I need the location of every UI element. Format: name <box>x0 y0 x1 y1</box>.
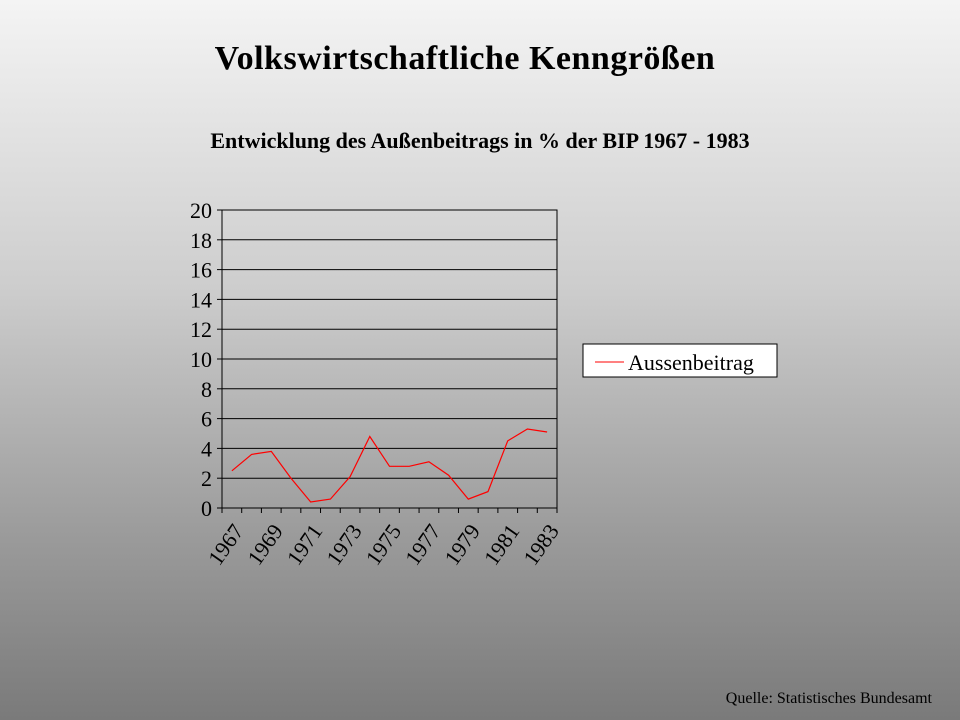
y-tick-label: 4 <box>201 436 212 461</box>
y-tick-label: 18 <box>190 228 212 253</box>
gridlines <box>222 209 557 509</box>
y-tick-label: 14 <box>190 287 212 312</box>
y-tick-label: 16 <box>190 258 212 283</box>
x-tick-label: 1979 <box>439 519 485 569</box>
y-tick-label: 8 <box>201 377 212 402</box>
x-tick-label: 1981 <box>479 519 525 569</box>
y-tick-label: 2 <box>201 466 212 491</box>
y-tick-label: 20 <box>190 198 212 223</box>
series-line-aussenbeitrag <box>231 428 548 503</box>
y-tick-label: 10 <box>190 347 212 372</box>
x-tick-label: 1967 <box>203 519 249 569</box>
series-layer <box>231 428 548 503</box>
x-tick-label: 1973 <box>321 519 367 569</box>
x-tick-label: 1977 <box>400 519 446 569</box>
legend: Aussenbeitrag <box>582 343 778 378</box>
x-tick-label: 1969 <box>242 519 288 569</box>
x-tick-label: 1975 <box>360 519 406 569</box>
legend-label-aussenbeitrag: Aussenbeitrag <box>628 350 754 375</box>
y-axis-ticks: 0 2 4 6 8 10 12 14 16 18 20 <box>190 198 222 521</box>
source-note: Quelle: Statistisches Bundesamt <box>725 690 932 707</box>
y-tick-label: 12 <box>190 317 212 342</box>
y-tick-label: 6 <box>201 407 212 432</box>
x-tick-label: 1971 <box>282 519 328 569</box>
slide-title: Volkswirtschaftliche Kenngrößen <box>214 40 716 77</box>
x-tick-label: 1983 <box>518 519 564 569</box>
legend-box <box>582 343 778 378</box>
y-tick-label: 0 <box>201 496 212 521</box>
chart-subtitle: Entwicklung des Außenbeitrags in % der B… <box>210 128 750 153</box>
